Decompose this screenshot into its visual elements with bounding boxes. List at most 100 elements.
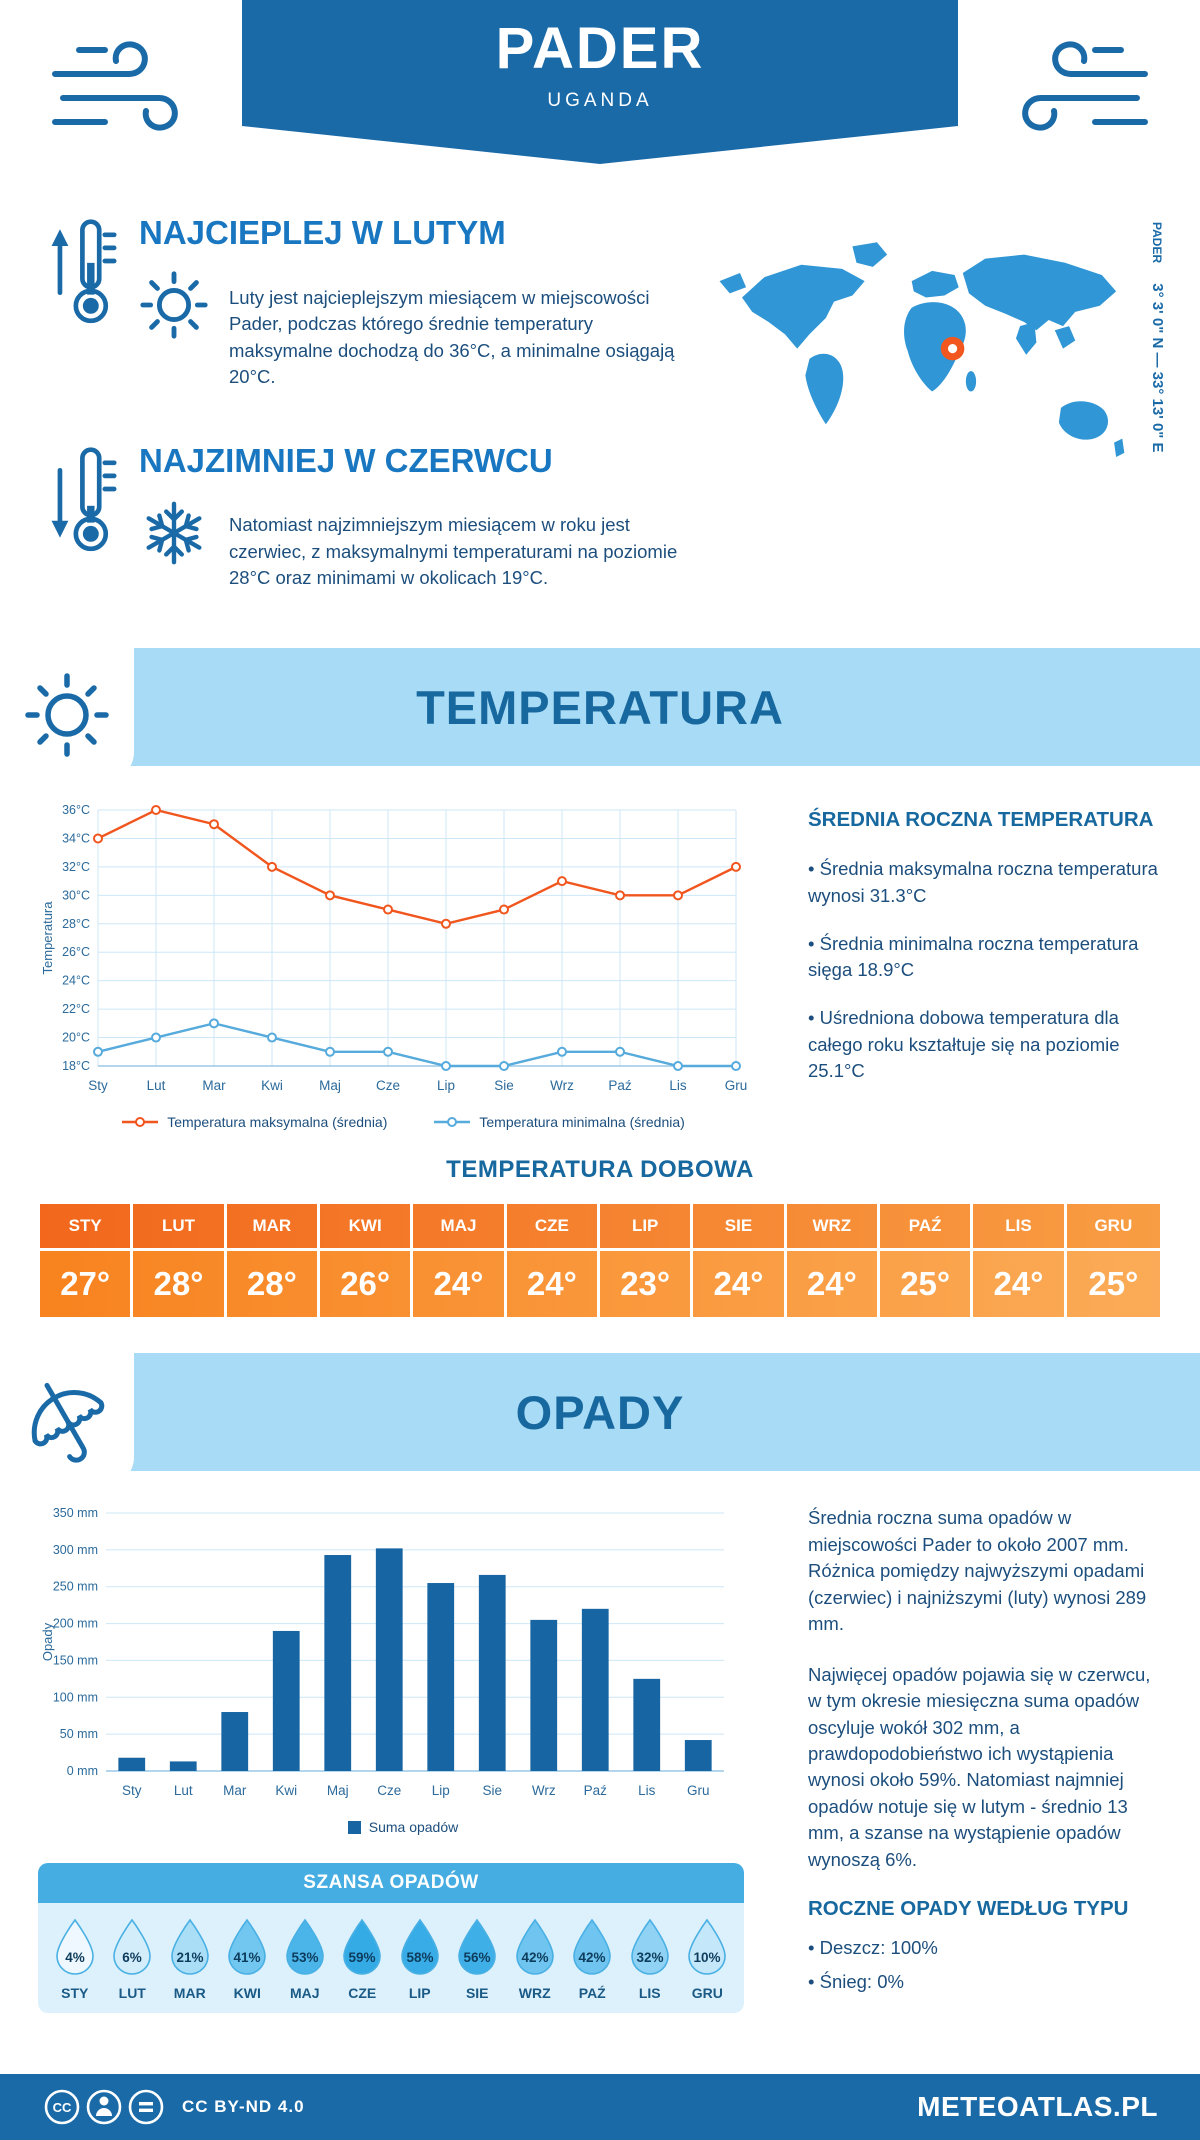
location-marker — [940, 336, 965, 361]
legend-item: Temperatura minimalna (średnia) — [433, 1114, 685, 1130]
temperature-chart-legend: Temperatura maksymalna (średnia) Temperat… — [38, 1114, 768, 1130]
droplet-icon: 58% — [400, 1919, 439, 1976]
map-coordinates: 3° 3' 0" N — 33° 13' 0" E — [1149, 283, 1166, 453]
svg-text:18°C: 18°C — [62, 1059, 90, 1073]
droplet-icon: 4% — [55, 1919, 94, 1976]
svg-text:250 mm: 250 mm — [53, 1580, 98, 1594]
precip-month-label: CZE — [348, 1985, 377, 2002]
temperature-summary-bullet: • Uśredniona dobowa temperatura dla całe… — [808, 1007, 1120, 1081]
map-coordinates-vertical: PADER 3° 3' 0" N — 33° 13' 0" E — [1149, 222, 1166, 453]
daily-month-cell: MAR — [227, 1204, 320, 1249]
daily-value-cell: 25° — [1088, 1265, 1139, 1303]
precipitation-paragraph: Średnia roczna suma opadów w miejscowośc… — [808, 1507, 1147, 1635]
svg-text:Sty: Sty — [88, 1078, 108, 1093]
precip-chance-panel: SZANSA OPADÓW 4% STY 6% LUT 21% MAR 41% KWI 53% M… — [38, 1863, 744, 2014]
coldest-heading: NAJZIMNIEJ W CZERWCU — [139, 441, 553, 479]
svg-text:36°C: 36°C — [62, 803, 90, 817]
temperature-summary-heading: ŚREDNIA ROCZNA TEMPERATURA — [808, 808, 1154, 832]
droplet-icon: 59% — [343, 1919, 382, 1976]
svg-text:Mar: Mar — [223, 1783, 247, 1798]
precip-chance-heading: SZANSA OPADÓW — [38, 1863, 744, 1904]
temperature-section: 18°C 20°C 22°C 24°C 26°C 28°C 30°C 32°C 34°C 36°C… — [0, 766, 1200, 1130]
coldest-text: Natomiast najzimniejszym miesiącem w rok… — [229, 514, 678, 589]
svg-text:53%: 53% — [291, 1950, 318, 1965]
svg-text:Kwi: Kwi — [261, 1078, 283, 1093]
page-subtitle: UGANDA — [547, 89, 653, 111]
banner-main: PADER UGANDA — [242, 0, 958, 126]
svg-text:26°C: 26°C — [62, 946, 90, 960]
wind-icon — [52, 41, 178, 131]
sun-icon — [25, 673, 109, 758]
precip-month-label: STY — [61, 1985, 89, 2002]
svg-text:Cze: Cze — [376, 1078, 400, 1093]
svg-text:32°C: 32°C — [62, 860, 90, 874]
thermometer-cold-wrap — [45, 440, 137, 611]
svg-text:Sie: Sie — [494, 1078, 514, 1093]
svg-text:32%: 32% — [636, 1950, 663, 1965]
thermometer-down-icon — [51, 446, 117, 551]
temperature-summary-bullet: • Średnia maksymalna roczna temperatura … — [808, 858, 1158, 906]
warmest-heading: NAJCIEPLEJ W LUTYM — [139, 214, 506, 251]
precipitation-band: OPADY — [0, 1353, 1200, 1488]
precip-chance-item: 42% PAŹ — [564, 1917, 622, 2001]
precip-chance-item: 41% KWI — [219, 1917, 277, 2001]
daily-month-cell: SIE — [693, 1204, 787, 1249]
daily-temperature-table: STY LUT MAR KWI MAJ CZE LIP SIE WRZ PAŹ LIS GRU 27°… — [40, 1204, 1160, 1318]
svg-text:100 mm: 100 mm — [53, 1691, 98, 1705]
droplet-icon: 10% — [688, 1919, 727, 1976]
precip-month-label: LIP — [408, 1985, 431, 2002]
daily-value-cell: 28° — [133, 1251, 227, 1318]
svg-text:Lip: Lip — [437, 1078, 455, 1093]
temperature-line-chart: 18°C 20°C 22°C 24°C 26°C 28°C 30°C 32°C 34°C 36°C… — [40, 803, 747, 1093]
daily-value-cell: 28° — [227, 1251, 320, 1318]
svg-text:22°C: 22°C — [62, 1002, 90, 1016]
daily-month-cell: LUT — [133, 1204, 227, 1249]
svg-text:Gru: Gru — [687, 1783, 710, 1798]
svg-text:56%: 56% — [464, 1950, 491, 1965]
precip-month-label: GRU — [691, 1985, 723, 2002]
svg-text:Lut: Lut — [174, 1783, 193, 1798]
daily-value-cell: 26° — [320, 1251, 414, 1318]
daily-value-cell: 24° — [787, 1251, 880, 1318]
svg-text:24°C: 24°C — [62, 974, 90, 988]
page-title: PADER — [495, 15, 705, 81]
svg-text:Lis: Lis — [638, 1783, 656, 1798]
daily-month-cell: LIP — [600, 1204, 694, 1249]
precipitation-band-tile — [0, 1353, 134, 1488]
umbrella-icon — [31, 1383, 105, 1463]
svg-text:Sty: Sty — [122, 1783, 142, 1798]
temperature-section-title: TEMPERATURA — [416, 680, 784, 734]
precip-chance-item: 6% LUT — [104, 1917, 162, 2001]
temperature-band-tile — [0, 648, 134, 783]
droplet-icon: 6% — [113, 1919, 152, 1976]
thermometer-warm-wrap — [45, 212, 137, 410]
svg-text:Lip: Lip — [432, 1783, 450, 1798]
daily-values-row: 27° 28° 28° 26° 24° 24° 23° 24° 24° 25° 24° 25° — [40, 1251, 1160, 1318]
banner-chevron — [242, 126, 958, 164]
precipitation-bar-chart: 0 mm 50 mm 100 mm 150 mm 200 mm 250 mm 300 mm 3… — [40, 1506, 724, 1798]
svg-text:Lut: Lut — [147, 1078, 166, 1093]
precip-chance-item: 4% STY — [46, 1917, 104, 2001]
temperature-band: TEMPERATURA — [0, 648, 1200, 783]
precip-type-bullet: • Deszcz: 100% — [808, 1937, 938, 1959]
coldest-month-block: NAJZIMNIEJ W CZERWCU — [45, 440, 705, 611]
svg-text:Paź: Paź — [608, 1078, 632, 1093]
map-city-label: PADER — [1150, 222, 1164, 264]
map-area: PADER 3° 3' 0" N — 33° 13' 0" E — [705, 212, 1166, 640]
svg-text:Maj: Maj — [319, 1078, 341, 1093]
precip-chance-item: 56% SIE — [449, 1917, 507, 2001]
svg-text:42%: 42% — [579, 1950, 606, 1965]
precipitation-text: Średnia roczna suma opadów w miejscowośc… — [768, 1501, 1166, 2074]
precip-month-label: WRZ — [518, 1985, 551, 2002]
daily-month-cell: STY — [40, 1204, 134, 1249]
climate-highlights: NAJCIEPLEJ W LUTYM — [0, 178, 1200, 640]
droplet-icon: 32% — [630, 1919, 669, 1976]
svg-text:0 mm: 0 mm — [67, 1764, 98, 1778]
droplet-icon: 41% — [228, 1919, 267, 1976]
svg-text:CC: CC — [53, 2100, 72, 2115]
cc-icon — [44, 2089, 80, 2125]
footer: CC CC BY-ND 4.0 METEOATLAS.PL — [0, 2074, 1200, 2140]
precipitation-paragraph: Najwięcej opadów pojawia się w czerwcu, … — [808, 1663, 1151, 1870]
world-map — [719, 242, 1125, 457]
precip-month-label: KWI — [233, 1985, 261, 2002]
